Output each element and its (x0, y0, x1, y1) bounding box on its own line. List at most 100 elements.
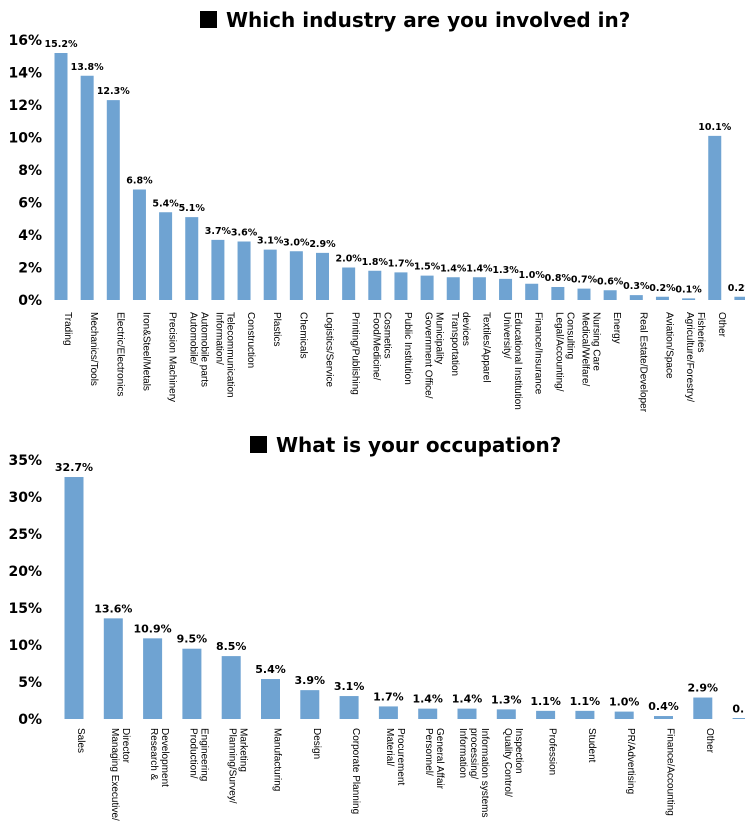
bar (457, 708, 477, 719)
data-label: 0.8% (545, 273, 572, 284)
x-tick-label: Printing/Publishing (350, 312, 361, 395)
x-tick-label: Information systems (479, 728, 490, 817)
x-tick-label: Iron&Steel/Metals (140, 312, 151, 391)
x-tick-label: Other (704, 728, 715, 754)
data-label: 32.7% (55, 461, 93, 474)
title-square-icon (200, 11, 217, 28)
x-tick-label: Real Estate/Developer (637, 312, 648, 413)
data-label: 10.1% (698, 122, 731, 133)
bar (339, 696, 359, 719)
bar (734, 296, 745, 300)
bar (106, 100, 120, 300)
bar (185, 217, 199, 300)
x-tick-label: N/A (742, 312, 745, 329)
y-tick-label: 2% (18, 261, 42, 277)
bar (418, 708, 438, 719)
data-label: 1.0% (519, 270, 546, 281)
bar (682, 298, 696, 300)
y-tick-label: 6% (18, 196, 42, 212)
x-tick-label: Legal/Accounting/ (553, 312, 564, 392)
x-tick-label: Consulting (564, 312, 575, 359)
x-tick-label: Research & (148, 728, 159, 781)
data-label: 3.7% (205, 226, 232, 237)
x-tick-label: Procurement (395, 728, 406, 785)
x-tick-label: Food/Medicine/ (370, 312, 381, 381)
data-label: 1.7% (388, 258, 415, 269)
x-tick-label: Precision Machinery (167, 312, 178, 402)
bar (316, 252, 329, 300)
x-tick-label: Cosmetics (381, 312, 392, 359)
data-label: 0.2% (728, 283, 745, 294)
x-tick-label: Development (159, 728, 170, 787)
bar (614, 711, 634, 719)
bar (143, 638, 163, 719)
y-tick-label: 5% (18, 675, 42, 691)
x-tick-label: Production/ (187, 728, 198, 779)
data-label: 1.1% (570, 695, 601, 708)
x-tick-label: Design (311, 728, 322, 759)
bar (80, 75, 94, 300)
data-label: 12.3% (97, 86, 130, 97)
y-tick-label: 4% (18, 228, 42, 244)
bar (394, 272, 408, 300)
y-tick-label: 30% (8, 490, 42, 506)
bar (575, 710, 595, 719)
x-tick-label: Sales (75, 728, 86, 753)
bar (629, 295, 643, 300)
data-label: 9.5% (177, 633, 208, 646)
bar (499, 278, 513, 300)
data-label: 0.4% (648, 700, 679, 713)
data-label: 1.3% (492, 265, 519, 276)
bar (693, 697, 713, 719)
x-tick-label: Aviation/Space (663, 312, 674, 379)
bar (655, 296, 669, 300)
bar (420, 275, 434, 300)
y-tick-label: 20% (8, 564, 42, 580)
x-tick-label: General Affair (434, 728, 445, 790)
bar (342, 267, 356, 300)
x-tick-label: Construction (245, 312, 256, 368)
data-label: 3.9% (295, 674, 326, 687)
bar (300, 690, 320, 719)
bar (237, 241, 251, 300)
data-label: 1.4% (466, 263, 493, 274)
x-tick-label: Mechanics/Tools (88, 312, 99, 386)
bar (525, 283, 539, 300)
data-label: 6.8% (126, 176, 153, 187)
bar (221, 656, 241, 719)
chart-title: What is your occupation? (276, 433, 561, 457)
x-tick-label: Other (716, 312, 727, 338)
y-tick-label: 16% (8, 33, 42, 49)
data-label: 1.4% (452, 693, 483, 706)
bar (446, 277, 460, 300)
x-tick-label: Material/ (384, 728, 395, 767)
data-label: 13.8% (71, 62, 104, 73)
data-label: 3.1% (334, 680, 365, 693)
x-tick-label: Profession (547, 728, 558, 775)
chart-1: Which industry are you involved in? 0% 2% 4… (8, 8, 745, 413)
data-label: 5.4% (152, 198, 179, 209)
x-tick-label: Information/ (213, 312, 224, 365)
x-tick-label: Information (457, 728, 468, 778)
bar (368, 270, 382, 300)
x-tick-label: Chemicals (297, 312, 308, 359)
y-tick-label: 0% (18, 293, 42, 309)
bar (159, 212, 173, 300)
x-tick-label: Finance/Accounting (665, 728, 676, 816)
y-tick-label: 14% (8, 66, 42, 82)
x-tick-label: Government Office/ (423, 312, 434, 399)
data-label: 3.0% (283, 237, 310, 248)
y-tick-label: 10% (8, 638, 42, 654)
x-tick-label: University/ (501, 312, 512, 359)
bar (289, 251, 303, 300)
y-tick-label: 10% (8, 131, 42, 147)
x-tick-label: PR/Advertising (625, 728, 636, 794)
data-label: 2.9% (309, 239, 336, 250)
x-tick-label: Textiles/Apparel (480, 312, 491, 383)
x-tick-label: Energy (611, 312, 622, 344)
data-label: 0.3% (623, 281, 650, 292)
data-label: 1.4% (440, 263, 467, 274)
x-tick-label: devices (460, 312, 471, 346)
bar (654, 716, 673, 719)
